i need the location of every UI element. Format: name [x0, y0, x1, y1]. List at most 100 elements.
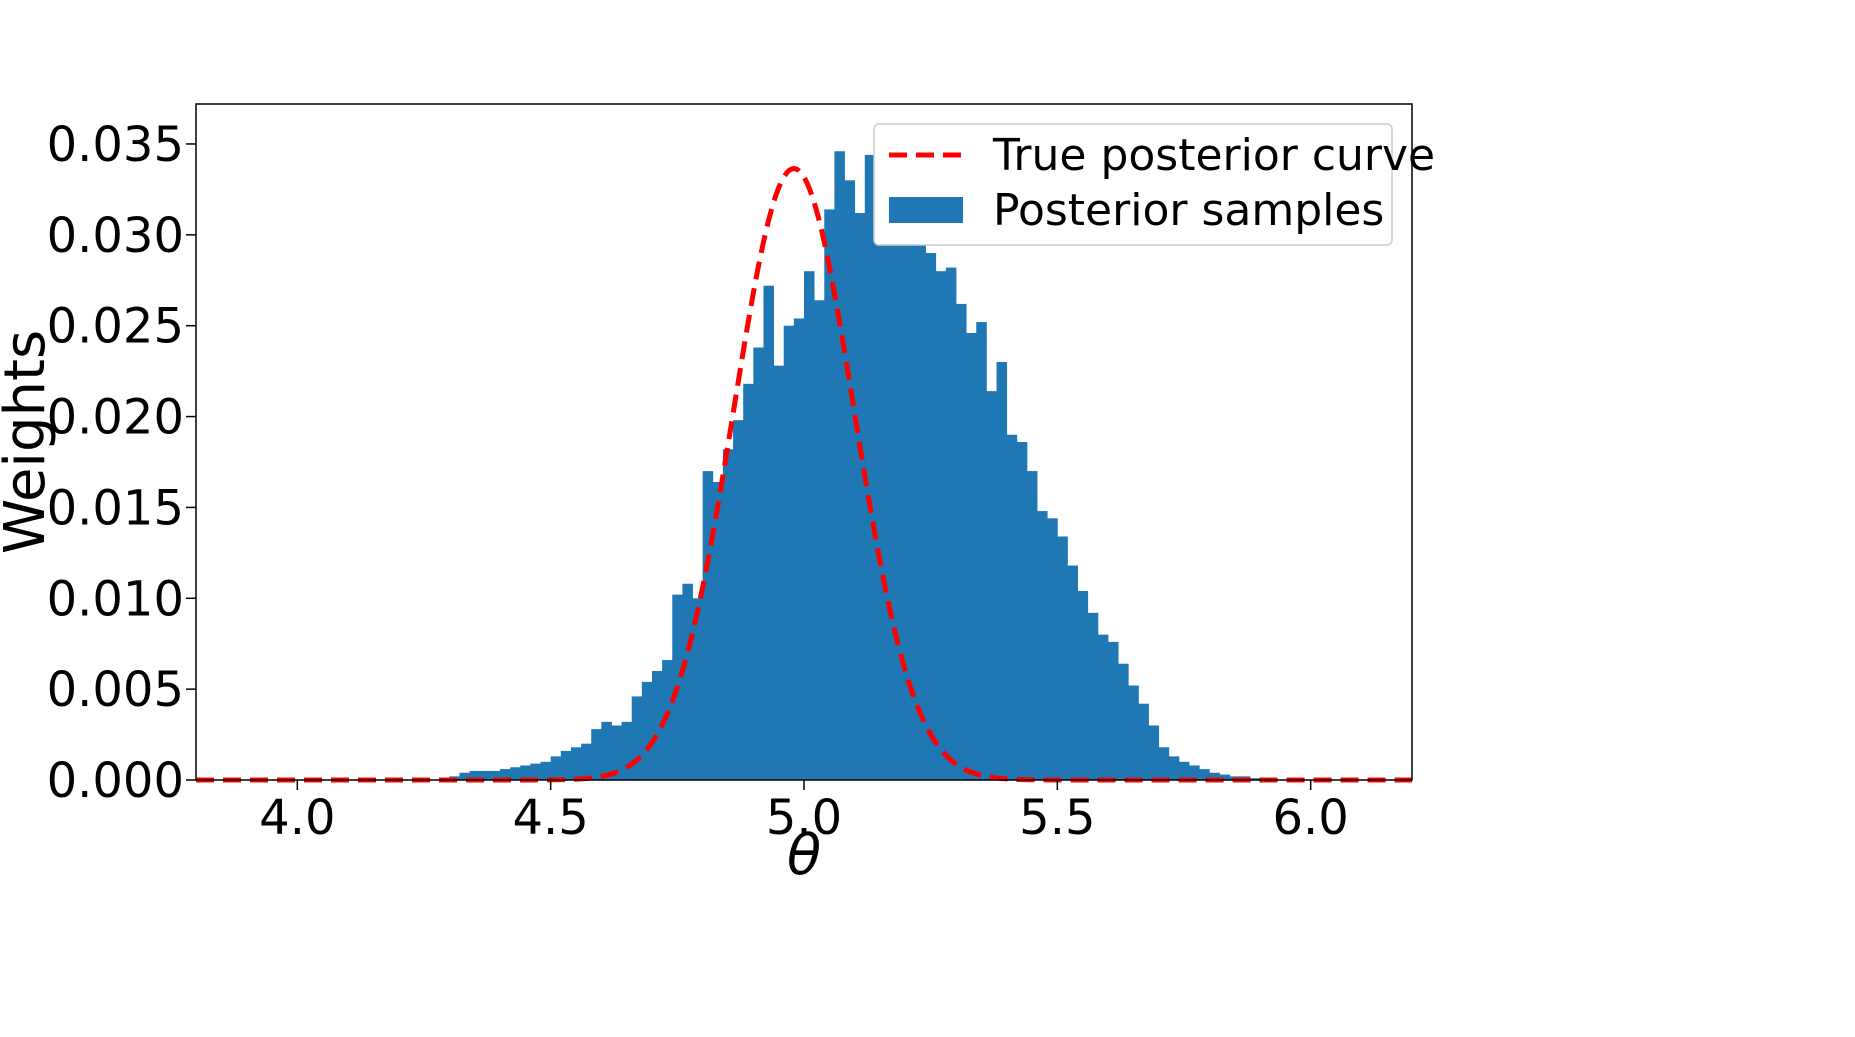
- histogram-bar: [986, 391, 997, 780]
- histogram-bar: [763, 285, 774, 780]
- histogram-bar: [712, 481, 724, 780]
- histogram-bar: [956, 303, 967, 780]
- legend: True posterior curve Posterior samples: [873, 123, 1435, 246]
- histogram-bar: [662, 660, 673, 780]
- histogram-bar: [722, 449, 734, 780]
- histogram-bar: [915, 227, 926, 780]
- histogram-bar: [591, 729, 602, 780]
- y-tick-label: 0.020: [47, 390, 184, 446]
- x-axis-label: θ: [787, 823, 821, 888]
- legend-box: [873, 123, 1393, 246]
- histogram-bar: [1077, 591, 1089, 780]
- x-tick-label: 5.0: [766, 790, 842, 846]
- histogram-bar: [1158, 747, 1170, 780]
- histogram-bar: [1087, 612, 1099, 780]
- histogram-bar: [824, 209, 835, 780]
- y-tick-label: 0.030: [47, 208, 184, 264]
- histogram-bar: [905, 140, 916, 781]
- histogram-bar: [1249, 778, 1261, 780]
- histogram-bar: [976, 322, 987, 780]
- y-tick-label: 0.010: [47, 571, 184, 627]
- histogram-bar: [611, 725, 622, 780]
- y-tick-label: 0.025: [47, 299, 184, 355]
- histogram-bar: [935, 271, 947, 780]
- histogram-bar: [570, 747, 582, 780]
- histogram-bar: [895, 194, 906, 781]
- histogram-bar: [753, 347, 764, 780]
- histogram-bar: [560, 750, 572, 780]
- histogram-bar: [1006, 434, 1018, 780]
- histogram-bar: [925, 253, 937, 780]
- y-tick-label: 0.000: [47, 753, 184, 809]
- histogram-bar: [1026, 471, 1038, 780]
- histogram-bar: [621, 721, 633, 780]
- histogram-bar: [1067, 565, 1078, 780]
- histogram-bar: [804, 271, 815, 780]
- legend-label-posterior-samples: Posterior samples: [993, 185, 1384, 236]
- histogram-bar: [1016, 442, 1028, 780]
- histogram-bar: [773, 365, 785, 780]
- histogram-bar: [469, 770, 481, 780]
- histogram-bar: [641, 681, 653, 780]
- histogram-bar: [783, 325, 795, 780]
- histogram-bar: [793, 318, 805, 780]
- histogram-bar: [540, 761, 552, 780]
- histogram-bar: [652, 670, 663, 780]
- y-tick-label: 0.015: [47, 480, 184, 536]
- histogram-bar: [864, 154, 876, 780]
- histogram-bar: [1128, 685, 1139, 780]
- histogram-bar: [834, 151, 845, 780]
- histogram-bar: [631, 696, 643, 780]
- histogram-bar: [1189, 765, 1200, 780]
- histogram-bar: [510, 767, 521, 780]
- histogram-bar: [1199, 769, 1210, 780]
- histogram-bar: [682, 583, 693, 780]
- histogram-bar: [550, 756, 562, 780]
- histogram-bar: [966, 332, 977, 780]
- histogram-bar: [1138, 703, 1149, 780]
- histogram-bar: [743, 383, 754, 780]
- x-tick-label: 4.0: [259, 790, 335, 846]
- histogram-bar: [479, 770, 491, 780]
- x-tick-label: 5.5: [1019, 790, 1095, 846]
- histogram-bar: [1057, 536, 1068, 780]
- histogram-bar: [885, 202, 896, 780]
- histogram-bar: [1209, 772, 1220, 780]
- y-axis-ticks: 0.000 0.005 0.010 0.015 0.020 0.025 0.030 0.035: [47, 117, 196, 809]
- legend-label-true-posterior: True posterior curve: [992, 130, 1435, 181]
- histogram-bar: [489, 770, 501, 780]
- x-tick-label: 6.0: [1272, 790, 1348, 846]
- histogram-bar: [1219, 774, 1230, 780]
- histogram-bar: [1097, 634, 1109, 780]
- histogram-bar: [520, 765, 531, 780]
- histogram-bar: [702, 471, 714, 780]
- y-axis-label: Weights: [0, 330, 58, 554]
- histogram-bar: [1118, 663, 1129, 780]
- histogram-bar: [530, 763, 541, 780]
- histogram-bar: [692, 598, 704, 780]
- histogram-bar: [459, 772, 470, 780]
- histogram-bar: [1178, 761, 1190, 780]
- histogram-bar: [733, 420, 744, 780]
- y-tick-label: 0.005: [47, 662, 184, 718]
- histogram-bar: [1168, 756, 1180, 780]
- histogram-bar: [814, 300, 825, 780]
- histogram-bar: [1037, 511, 1048, 780]
- histogram-bar: [844, 180, 856, 780]
- histogram-bar: [854, 213, 866, 780]
- histogram-bar: [581, 743, 592, 780]
- histogram-bar: [1148, 725, 1160, 780]
- x-tick-label: 4.5: [512, 790, 588, 846]
- posterior-samples-bars: [449, 140, 1261, 781]
- histogram-bar: [1047, 518, 1058, 780]
- y-tick-label: 0.035: [47, 117, 184, 173]
- histogram-bar: [945, 267, 957, 780]
- histogram-bar: [500, 769, 511, 780]
- histogram-bar: [874, 205, 886, 780]
- x-axis-ticks: 4.0 4.5 5.0 5.5 6.0: [259, 780, 1349, 846]
- legend-bar-swatch: [889, 197, 963, 223]
- histogram-bar: [601, 721, 612, 780]
- histogram-bar: [996, 362, 1008, 780]
- histogram-bar: [1108, 641, 1119, 780]
